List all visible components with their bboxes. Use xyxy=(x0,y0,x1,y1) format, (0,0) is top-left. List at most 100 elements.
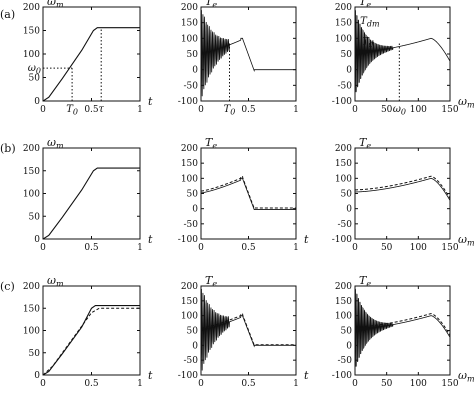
y-tick-label: 150 xyxy=(181,297,198,307)
row-label-b: (b) xyxy=(0,142,16,155)
x-tick-label: 0.5 xyxy=(241,243,256,253)
y-tick-label: 100 xyxy=(335,34,352,44)
y-tick-label: 200 xyxy=(23,3,40,13)
chart-panel-7: 0 50 100 150 200 0 0.5 1 ωm t xyxy=(23,274,153,389)
y-tick-label: -50 xyxy=(338,220,353,230)
plot-frame xyxy=(42,147,141,240)
chart-panel-1: 0 50 100 150 200 0 0.5 1 ωm t ω0 T0 τ xyxy=(23,0,153,117)
y-tick-label: 100 xyxy=(23,327,40,337)
x-tick-label: 150 xyxy=(441,379,458,389)
y-tick-label: 50 xyxy=(29,349,41,359)
x-axis-label: t xyxy=(148,233,153,246)
x-tick-label: 0 xyxy=(352,243,358,253)
chart-panel-6: -100 -50 0 50 100 150 200 0 50 100 150 Te ωm xyxy=(332,136,474,253)
x-tick-label: 0.5 xyxy=(84,105,99,115)
x-tick-label: 1 xyxy=(137,379,143,389)
x-tick-label: 0 xyxy=(40,105,46,115)
annotation-label: T0 xyxy=(66,104,78,117)
y-tick-label: 100 xyxy=(23,50,40,60)
x-axis-label: ωm xyxy=(458,233,474,248)
x-tick-label: 100 xyxy=(410,379,427,389)
chart-panel-3: -100 -50 0 50 100 150 200 0 50 100 150 Te ωm Tdm Td ω0 xyxy=(332,0,474,117)
series-torque-speed-line xyxy=(355,177,450,202)
y-tick-label: 100 xyxy=(23,190,40,200)
x-tick-label: 1 xyxy=(293,243,299,253)
x-axis-label: t xyxy=(148,369,153,382)
y-axis-label: Te xyxy=(205,136,217,151)
x-tick-label: 0 xyxy=(352,379,358,389)
y-tick-label: 100 xyxy=(335,174,352,184)
x-tick-label: 100 xyxy=(410,105,427,115)
y-tick-label: 150 xyxy=(335,159,352,169)
y-tick-label: 50 xyxy=(187,327,199,337)
y-tick-label: 200 xyxy=(181,282,198,292)
annotation-label: Td xyxy=(362,36,374,49)
plot-frame xyxy=(354,147,451,240)
x-tick-label: 0.5 xyxy=(241,105,256,115)
annotation-label: ω0 xyxy=(28,63,41,76)
y-tick-label: 50 xyxy=(341,50,353,60)
y-axis-label: ωm xyxy=(47,0,64,10)
plot-frame xyxy=(42,285,141,376)
row-label-c: (c) xyxy=(0,280,15,293)
annotation-label: ω0 xyxy=(393,104,406,117)
y-tick-label: 150 xyxy=(23,304,40,314)
x-tick-label: 50 xyxy=(381,243,393,253)
x-tick-label: 1 xyxy=(293,379,299,389)
series-torque-speed-line xyxy=(355,9,450,93)
chart-panel-4: 0 50 100 150 200 0 0.5 1 ωm t xyxy=(23,136,153,253)
series-speed-line xyxy=(43,167,140,239)
y-tick-label: 50 xyxy=(341,190,353,200)
x-axis-label: ωm xyxy=(458,95,474,110)
y-tick-label: 0 xyxy=(346,341,352,351)
y-tick-label: 200 xyxy=(335,282,352,292)
series-torque-speed-dashed xyxy=(355,175,450,202)
y-tick-label: 0 xyxy=(192,205,198,215)
y-tick-label: 50 xyxy=(29,212,41,222)
annotation-label: Tdm xyxy=(360,16,380,29)
y-tick-label: 150 xyxy=(23,167,40,177)
row-label-a: (a) xyxy=(0,8,15,21)
y-axis-label: Te xyxy=(359,274,371,289)
y-axis-label: Te xyxy=(359,0,371,10)
y-tick-label: 100 xyxy=(181,174,198,184)
x-tick-label: 1 xyxy=(137,105,143,115)
x-tick-label: 100 xyxy=(410,243,427,253)
y-axis-label: ωm xyxy=(47,274,64,289)
y-axis-label: Te xyxy=(205,274,217,289)
y-tick-label: 100 xyxy=(181,312,198,322)
y-axis-label: Te xyxy=(205,0,217,10)
y-tick-label: -100 xyxy=(332,97,352,107)
y-axis-label: ωm xyxy=(47,136,64,151)
y-tick-label: 0 xyxy=(34,371,40,381)
x-tick-label: 0 xyxy=(198,379,204,389)
y-tick-label: 150 xyxy=(23,27,40,37)
y-tick-label: 200 xyxy=(181,3,198,13)
y-tick-label: -100 xyxy=(178,371,198,381)
y-tick-label: 0 xyxy=(34,97,40,107)
chart-panel-8: -100 -50 0 50 100 150 200 0 0.5 1 Te t xyxy=(178,274,309,389)
series-torque-dashed xyxy=(201,313,296,347)
series-speed-line xyxy=(43,27,140,101)
x-tick-label: 1 xyxy=(137,243,143,253)
y-tick-label: -50 xyxy=(184,356,199,366)
series-torque-speed-dashed xyxy=(355,313,450,339)
y-tick-label: 0 xyxy=(34,235,40,245)
y-tick-label: 50 xyxy=(187,50,199,60)
x-tick-label: 0 xyxy=(352,105,358,115)
y-tick-label: -100 xyxy=(178,97,198,107)
series-speed-dashed xyxy=(43,307,140,375)
y-tick-label: -50 xyxy=(184,220,199,230)
y-tick-label: -100 xyxy=(178,235,198,245)
y-tick-label: 150 xyxy=(335,19,352,29)
y-tick-label: 200 xyxy=(181,144,198,154)
y-tick-label: 200 xyxy=(23,282,40,292)
chart-panel-5: -100 -50 0 50 100 150 200 0 0.5 1 Te t xyxy=(178,136,309,253)
y-tick-label: 0 xyxy=(192,66,198,76)
x-axis-label: t xyxy=(304,233,309,246)
series-torque-speed-line xyxy=(355,288,450,367)
series-torque-line xyxy=(201,177,296,210)
y-tick-label: 100 xyxy=(335,312,352,322)
y-tick-label: 200 xyxy=(23,144,40,154)
series-torque-line xyxy=(201,288,296,371)
